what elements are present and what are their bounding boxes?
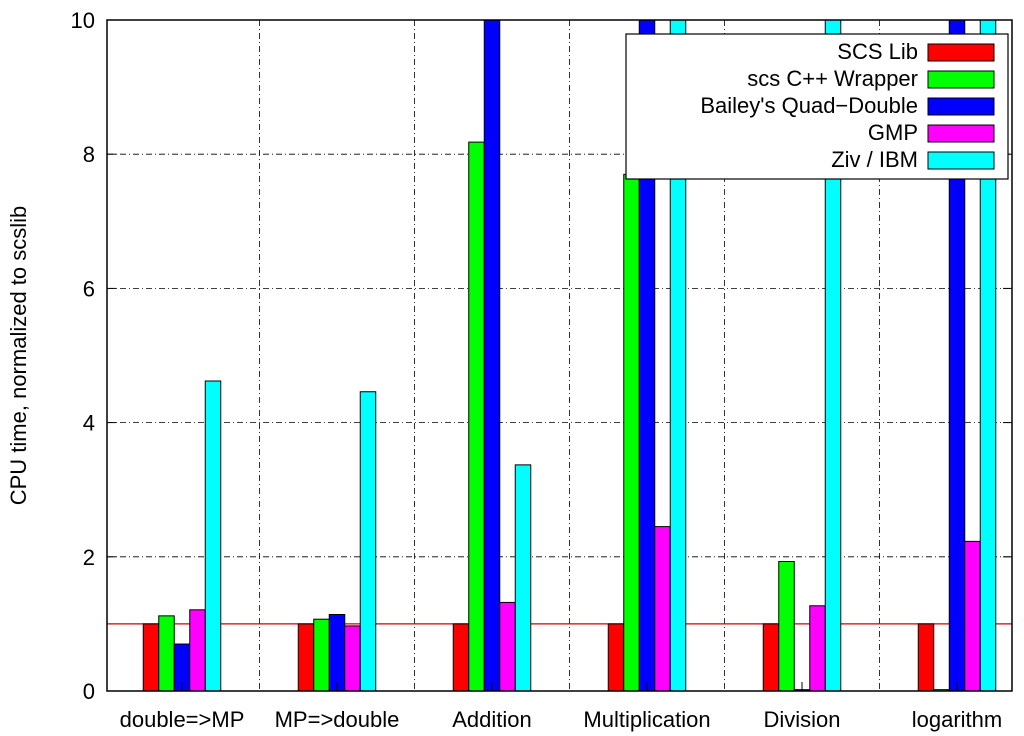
plot-frame: [106, 19, 1013, 692]
y-axis-title: CPU time, normalized to scslib: [6, 206, 31, 506]
y-tick-label: 6: [83, 276, 95, 301]
legend-label: Ziv / IBM: [831, 147, 918, 172]
bar: [359, 391, 377, 692]
bar: [809, 605, 826, 692]
x-tick-label: Multiplication: [583, 707, 710, 732]
y-tick-label: 10: [71, 8, 95, 33]
bar: [328, 614, 346, 692]
y-tick-label: 8: [83, 142, 95, 167]
bar: [297, 623, 315, 692]
legend-swatch: [927, 124, 995, 143]
legend-label: SCS Lib: [837, 39, 918, 64]
x-tick-label: double=>MP: [120, 707, 245, 732]
y-tick-label: 4: [83, 411, 95, 436]
bar: [313, 618, 330, 692]
bar: [514, 464, 532, 692]
bars: [142, 19, 997, 692]
y-tick-label: 0: [83, 679, 95, 704]
bar: [778, 560, 795, 692]
bar: [483, 19, 501, 692]
legend-swatch: [927, 70, 995, 89]
bar: [189, 609, 206, 692]
legend-swatch: [927, 151, 995, 170]
legend-label: GMP: [868, 120, 918, 145]
bar: [344, 625, 361, 692]
y-tick-label: 2: [83, 545, 95, 570]
legend-swatch: [927, 97, 995, 116]
bar: [607, 623, 625, 692]
y-axis: 0 2 4 6 8 10: [71, 8, 1012, 704]
bar: [499, 601, 516, 692]
bar: [762, 623, 780, 692]
bar: [452, 623, 470, 692]
legend-label: Bailey's Quad−Double: [700, 93, 918, 118]
bar: [468, 141, 485, 692]
bar: [142, 623, 160, 692]
x-tick-label: logarithm: [912, 707, 1002, 732]
legend-label: scs C++ Wrapper: [747, 66, 918, 91]
legend-swatch: [927, 43, 995, 62]
bar: [623, 173, 640, 692]
x-tick-label: Addition: [452, 707, 532, 732]
bar: [964, 540, 981, 692]
x-axis: double=>MP MP=>double Addition Multiplicati…: [120, 682, 1002, 732]
bar: [158, 615, 175, 692]
bar: [654, 526, 671, 692]
x-tick-label: Division: [763, 707, 840, 732]
bar: [204, 380, 222, 692]
bar: [917, 623, 935, 692]
x-tick-label: MP=>double: [275, 707, 400, 732]
